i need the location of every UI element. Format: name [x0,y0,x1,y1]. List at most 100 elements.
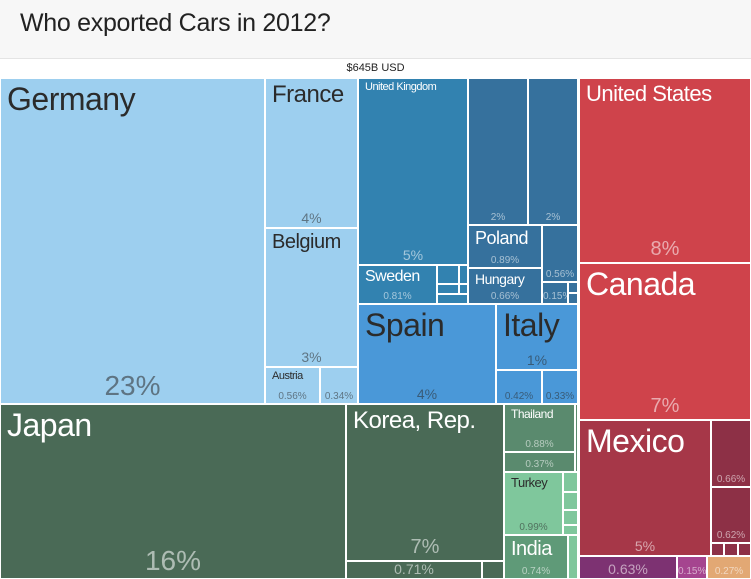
treemap-tile-small[interactable] [711,543,724,556]
treemap-tile-poland[interactable]: Poland 0.89% [468,225,542,268]
tile-share-label: 3% [301,349,322,365]
treemap-tile-other[interactable]: 0.66% [711,420,751,487]
treemap-tile-small[interactable] [724,543,738,556]
treemap-tile-other[interactable]: 2% [528,78,578,225]
tile-share-label: 0.33% [545,391,575,402]
tile-share-label: 0.71% [394,561,434,577]
treemap-tile-small[interactable] [482,561,504,579]
tile-share-label: 0.15% [678,566,707,577]
tile-share-label: 2% [545,212,561,223]
treemap-tile-other[interactable]: 0.71% [346,561,482,579]
treemap-tile-sweden[interactable]: Sweden 0.81% [358,265,437,304]
title-bar: Who exported Cars in 2012? [0,0,751,59]
tile-share-label: 0.56% [278,391,307,402]
tile-country-label: Poland [475,228,529,248]
treemap-tile-india[interactable]: India 0.74% [504,535,568,579]
tile-share-label: 8% [650,238,680,260]
treemap-tile-belgium[interactable]: Belgium 3% [265,228,358,367]
treemap-tile-small[interactable] [437,265,459,284]
treemap-tile-thailand[interactable]: Thailand 0.88% [504,404,575,452]
treemap-tile-other[interactable]: 0.15% [677,556,707,579]
treemap-tile-small[interactable] [563,492,578,510]
tile-share-label: 0.89% [490,255,520,266]
treemap-tile-canada[interactable]: Canada 7% [579,263,751,420]
tile-share-label: 4% [416,386,438,402]
tile-share-label: 0.81% [383,291,412,302]
tile-share-label: 0.62% [716,530,746,541]
treemap-tile-united-kingdom[interactable]: United Kingdom 5% [358,78,468,265]
tile-country-label: Japan [7,407,92,443]
treemap-tile-small[interactable] [437,284,459,294]
tile-country-label: Spain [365,307,445,343]
tile-country-label: Turkey [511,475,548,490]
tile-country-label: India [511,538,552,560]
tile-country-label: Hungary [475,271,525,287]
total-value-label: $645B USD [346,62,405,74]
tile-country-label: United Kingdom [365,81,437,93]
tile-country-label: Sweden [365,268,420,285]
tile-share-label: 5% [634,538,656,554]
treemap-tile-small[interactable] [568,282,578,293]
tile-share-label: 4% [301,210,322,226]
treemap-tile-other[interactable]: 0.63% [579,556,677,579]
tile-share-label: 2% [490,212,506,223]
tile-share-label: 1% [526,352,548,368]
tile-country-label: Korea, Rep. [353,407,476,434]
tile-country-label: Belgium [272,231,341,253]
treemap-tile-korea-rep[interactable]: Korea, Rep. 7% [346,404,504,561]
tile-share-label: 0.66% [716,474,746,485]
treemap-tile-turkey[interactable]: Turkey 0.99% [504,472,563,535]
treemap-tile-other[interactable]: 0.37% [504,452,575,472]
tile-country-label: Germany [7,81,136,117]
tile-share-label: 0.27% [714,566,744,577]
tile-country-label: Mexico [586,423,685,459]
tile-country-label: Austria [272,370,303,382]
treemap-tile-small[interactable] [575,404,578,472]
treemap-tile-small[interactable] [563,472,578,492]
treemap-tile-other[interactable]: 0.56% [542,225,578,282]
treemap-tile-germany[interactable]: Germany 23% [0,78,265,404]
treemap-tile-small[interactable] [568,535,578,579]
treemap-tile-mexico[interactable]: Mexico 5% [579,420,711,556]
tile-share-label: 23% [104,370,161,401]
tile-share-label: 0.63% [608,561,648,577]
tile-share-label: 0.56% [545,269,575,280]
treemap-tile-small[interactable] [459,265,468,284]
treemap-tile-other[interactable]: 0.34% [320,367,358,404]
treemap-tile-small[interactable] [568,293,578,304]
tile-share-label: 7% [650,395,680,417]
treemap-tile-austria[interactable]: Austria 0.56% [265,367,320,404]
treemap-tile-small[interactable] [437,294,468,304]
tile-share-label: 16% [144,545,202,576]
tile-share-label: 0.99% [519,522,548,533]
treemap-tile-other[interactable]: 0.15% [542,282,568,304]
treemap-tile-united-states[interactable]: United States 8% [579,78,751,263]
treemap-tile-hungary[interactable]: Hungary 0.66% [468,268,542,304]
tile-share-label: 0.74% [521,566,551,577]
treemap-tile-japan[interactable]: Japan 16% [0,404,346,579]
tile-share-label: 0.88% [525,439,554,450]
tile-share-label: 7% [410,536,440,558]
treemap-tile-other[interactable]: 0.33% [542,370,578,404]
tile-share-label: 0.15% [543,291,567,302]
treemap-tile-spain[interactable]: Spain 4% [358,304,496,404]
tile-share-label: 0.34% [324,391,354,402]
tile-country-label: Canada [586,266,696,302]
treemap-tile-small[interactable] [459,284,468,294]
page-title: Who exported Cars in 2012? [20,9,331,37]
treemap-tile-france[interactable]: France 4% [265,78,358,228]
treemap-tile-small[interactable] [563,525,578,535]
treemap-tile-other[interactable]: 0.62% [711,487,751,543]
treemap-tile-other[interactable]: 0.27% [707,556,751,579]
tile-country-label: Thailand [511,407,554,421]
treemap-tile-italy[interactable]: Italy 1% [496,304,578,370]
tile-country-label: United States [586,81,712,106]
tile-country-label: France [272,81,344,108]
tile-share-label: 0.37% [525,459,554,470]
treemap-tile-small[interactable] [563,510,578,525]
treemap-tile-small[interactable] [738,543,751,556]
treemap-tile-other[interactable]: 0.42% [496,370,542,404]
tile-country-label: Italy [503,307,560,343]
treemap-tile-other[interactable]: 2% [468,78,528,225]
